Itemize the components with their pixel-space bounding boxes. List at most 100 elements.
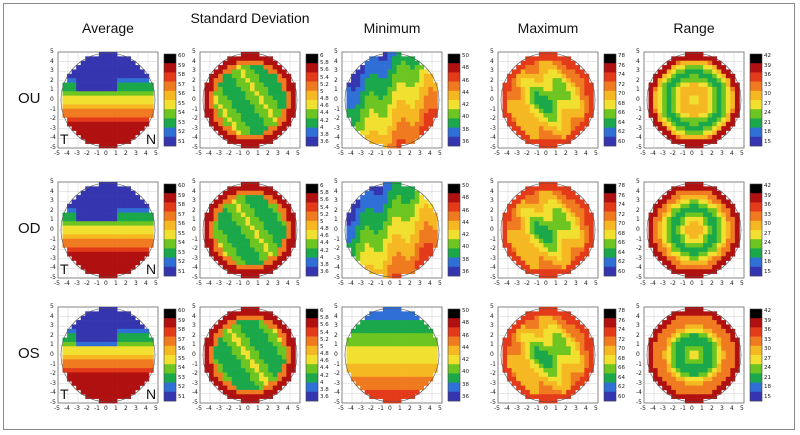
colorbar-tick-od-min: 44 <box>462 219 469 226</box>
colorbar-os-sd <box>305 308 319 402</box>
map-od-sd <box>199 181 301 279</box>
x-tick-od-sd: -1 <box>236 280 242 287</box>
y-tick-os-sd: 2 <box>192 331 196 339</box>
y-tick-os-range: -3 <box>636 379 642 387</box>
colorbar-tick-ou-sd: 3.8 <box>320 131 329 138</box>
x-tick-ou-average: 3 <box>134 150 138 157</box>
y-tick-od-range: 5 <box>636 178 640 185</box>
y-tick-os-sd: 0 <box>192 351 196 358</box>
colorbar-tick-od-min: 42 <box>462 232 469 239</box>
map-ou-sd <box>199 51 301 149</box>
y-tick-ou-min: -2 <box>334 115 340 123</box>
y-tick-od-range: 4 <box>636 187 640 195</box>
x-tick-ou-sd: -1 <box>236 150 242 157</box>
x-tick-os-average: 0 <box>104 405 108 412</box>
x-tick-od-average: 5 <box>154 280 158 287</box>
colorbar-tick-ou-range: 30 <box>764 91 771 98</box>
y-tick-os-max: -3 <box>490 379 496 387</box>
colorbar-tick-od-max: 74 <box>618 202 625 209</box>
x-tick-ou-range: -2 <box>670 150 676 157</box>
x-tick-ou-sd: 2 <box>266 150 270 157</box>
x-tick-od-min: -4 <box>348 280 354 287</box>
colorbar-tick-os-sd: 4.2 <box>320 372 329 379</box>
x-tick-ou-range: 3 <box>720 150 724 157</box>
colorbar-tick-ou-sd: 4 <box>320 124 324 131</box>
colorbar-tick-os-sd: 3.8 <box>320 386 329 393</box>
map-od-min <box>341 181 443 279</box>
colorbar-tick-ou-min: 42 <box>462 102 469 109</box>
x-tick-ou-average: -3 <box>74 150 80 157</box>
x-tick-os-min: 2 <box>408 405 412 412</box>
x-tick-os-sd: -1 <box>236 405 242 412</box>
colorbar-tick-od-sd: 6 <box>320 183 324 189</box>
column-title-range: Range <box>673 20 715 36</box>
y-tick-ou-range: 0 <box>636 96 640 103</box>
x-tick-od-min: -2 <box>368 280 374 287</box>
colorbar-tick-ou-min: 46 <box>462 77 469 84</box>
y-tick-od-average: -4 <box>50 264 56 272</box>
x-tick-od-max: -1 <box>534 280 540 287</box>
y-tick-od-average: 0 <box>50 226 54 233</box>
x-tick-od-average: -2 <box>84 280 90 287</box>
y-tick-os-range: 0 <box>636 351 640 358</box>
x-tick-ou-min: 3 <box>418 150 422 157</box>
colorbar-od-average <box>163 183 177 277</box>
y-tick-ou-max: 0 <box>490 96 494 103</box>
y-tick-od-sd: 1 <box>192 216 196 224</box>
colorbar-tick-ou-sd: 4.6 <box>320 103 329 110</box>
colorbar-tick-od-max: 62 <box>618 259 625 266</box>
x-tick-od-min: -1 <box>378 280 384 287</box>
colorbar-tick-ou-max: 78 <box>618 53 625 59</box>
colorbar-os-min <box>447 308 461 402</box>
x-tick-os-sd: 3 <box>276 405 280 412</box>
y-tick-od-range: 0 <box>636 226 640 233</box>
y-tick-od-sd: 3 <box>192 197 196 205</box>
y-tick-ou-average: -5 <box>50 144 56 151</box>
x-tick-os-range: -4 <box>650 405 656 412</box>
x-tick-od-range: 0 <box>690 280 694 287</box>
y-tick-ou-range: 5 <box>636 48 640 55</box>
map-ou-range <box>643 51 745 149</box>
x-tick-os-sd: 0 <box>246 405 250 412</box>
y-tick-os-average: -3 <box>50 379 56 387</box>
row-label-os: OS <box>18 345 40 362</box>
y-tick-os-sd: 1 <box>192 341 196 349</box>
x-tick-od-min: 2 <box>408 280 412 287</box>
x-tick-os-min: 1 <box>398 405 402 412</box>
map-od-average <box>57 181 159 279</box>
x-tick-od-range: -4 <box>650 280 656 287</box>
colorbar-tick-ou-range: 18 <box>764 129 771 136</box>
colorbar-tick-os-sd: 3.6 <box>320 394 329 400</box>
x-tick-ou-min: 0 <box>388 150 392 157</box>
colorbar-tick-os-max: 74 <box>618 327 625 334</box>
y-tick-os-sd: -3 <box>192 379 198 387</box>
y-tick-od-range: 2 <box>636 206 640 214</box>
colorbar-tick-od-max: 78 <box>618 183 625 189</box>
x-tick-ou-min: -1 <box>378 150 384 157</box>
colorbar-tick-os-sd: 4.8 <box>320 351 329 357</box>
colorbar-tick-os-range: 33 <box>764 336 771 343</box>
y-tick-os-sd: -1 <box>192 360 198 368</box>
y-tick-ou-average: -4 <box>50 134 56 142</box>
colorbar-ou-average <box>163 53 177 147</box>
colorbar-tick-os-range: 30 <box>764 346 771 353</box>
x-tick-ou-max: 5 <box>594 150 598 157</box>
y-tick-os-min: 5 <box>334 303 338 310</box>
colorbar-tick-od-sd: 5.2 <box>320 211 329 218</box>
x-tick-od-average: -5 <box>54 280 60 287</box>
y-tick-od-min: -5 <box>334 274 340 281</box>
colorbar-tick-ou-average: 56 <box>178 91 185 98</box>
y-tick-ou-min: 0 <box>334 96 338 103</box>
colorbar-tick-od-range: 15 <box>764 269 771 275</box>
y-tick-ou-min: 2 <box>334 76 338 84</box>
colorbar-tick-od-max: 72 <box>618 211 625 218</box>
y-tick-os-min: -1 <box>334 360 340 368</box>
x-tick-od-max: 1 <box>554 280 558 287</box>
x-tick-os-sd: 1 <box>256 405 260 412</box>
colorbar-tick-od-sd: 3.6 <box>320 269 329 275</box>
colorbar-tick-ou-average: 55 <box>178 100 185 107</box>
colorbar-tick-od-range: 21 <box>764 249 771 256</box>
x-tick-od-average: 4 <box>144 280 148 287</box>
colorbar-ou-sd <box>305 53 319 147</box>
colorbar-tick-ou-max: 76 <box>618 62 625 69</box>
